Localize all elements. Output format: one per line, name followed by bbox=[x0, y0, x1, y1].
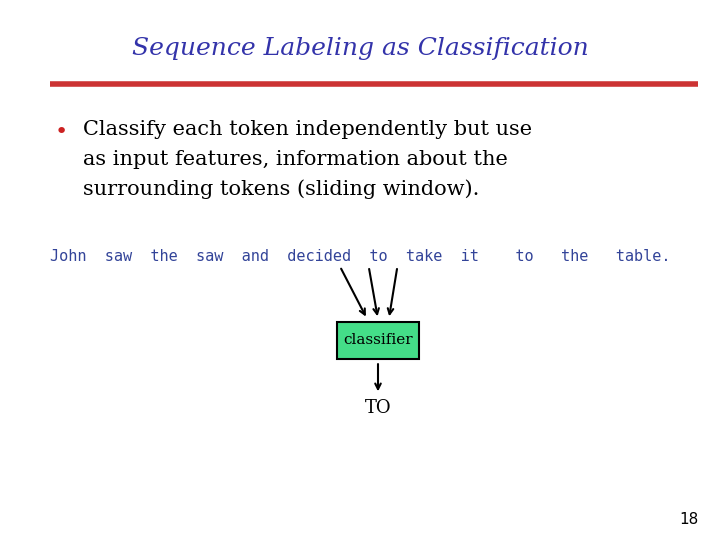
Text: surrounding tokens (sliding window).: surrounding tokens (sliding window). bbox=[83, 179, 480, 199]
Text: classifier: classifier bbox=[343, 333, 413, 347]
Bar bbox=[337, 322, 419, 359]
Text: TO: TO bbox=[365, 399, 391, 417]
Text: 18: 18 bbox=[679, 511, 698, 526]
Text: •: • bbox=[55, 122, 68, 143]
Text: as input features, information about the: as input features, information about the bbox=[83, 150, 508, 169]
Text: John  saw  the  saw  and  decided  to  take  it    to   the   table.: John saw the saw and decided to take it … bbox=[50, 249, 670, 264]
Text: Classify each token independently but use: Classify each token independently but us… bbox=[83, 120, 532, 139]
Text: Sequence Labeling as Classification: Sequence Labeling as Classification bbox=[132, 37, 588, 60]
